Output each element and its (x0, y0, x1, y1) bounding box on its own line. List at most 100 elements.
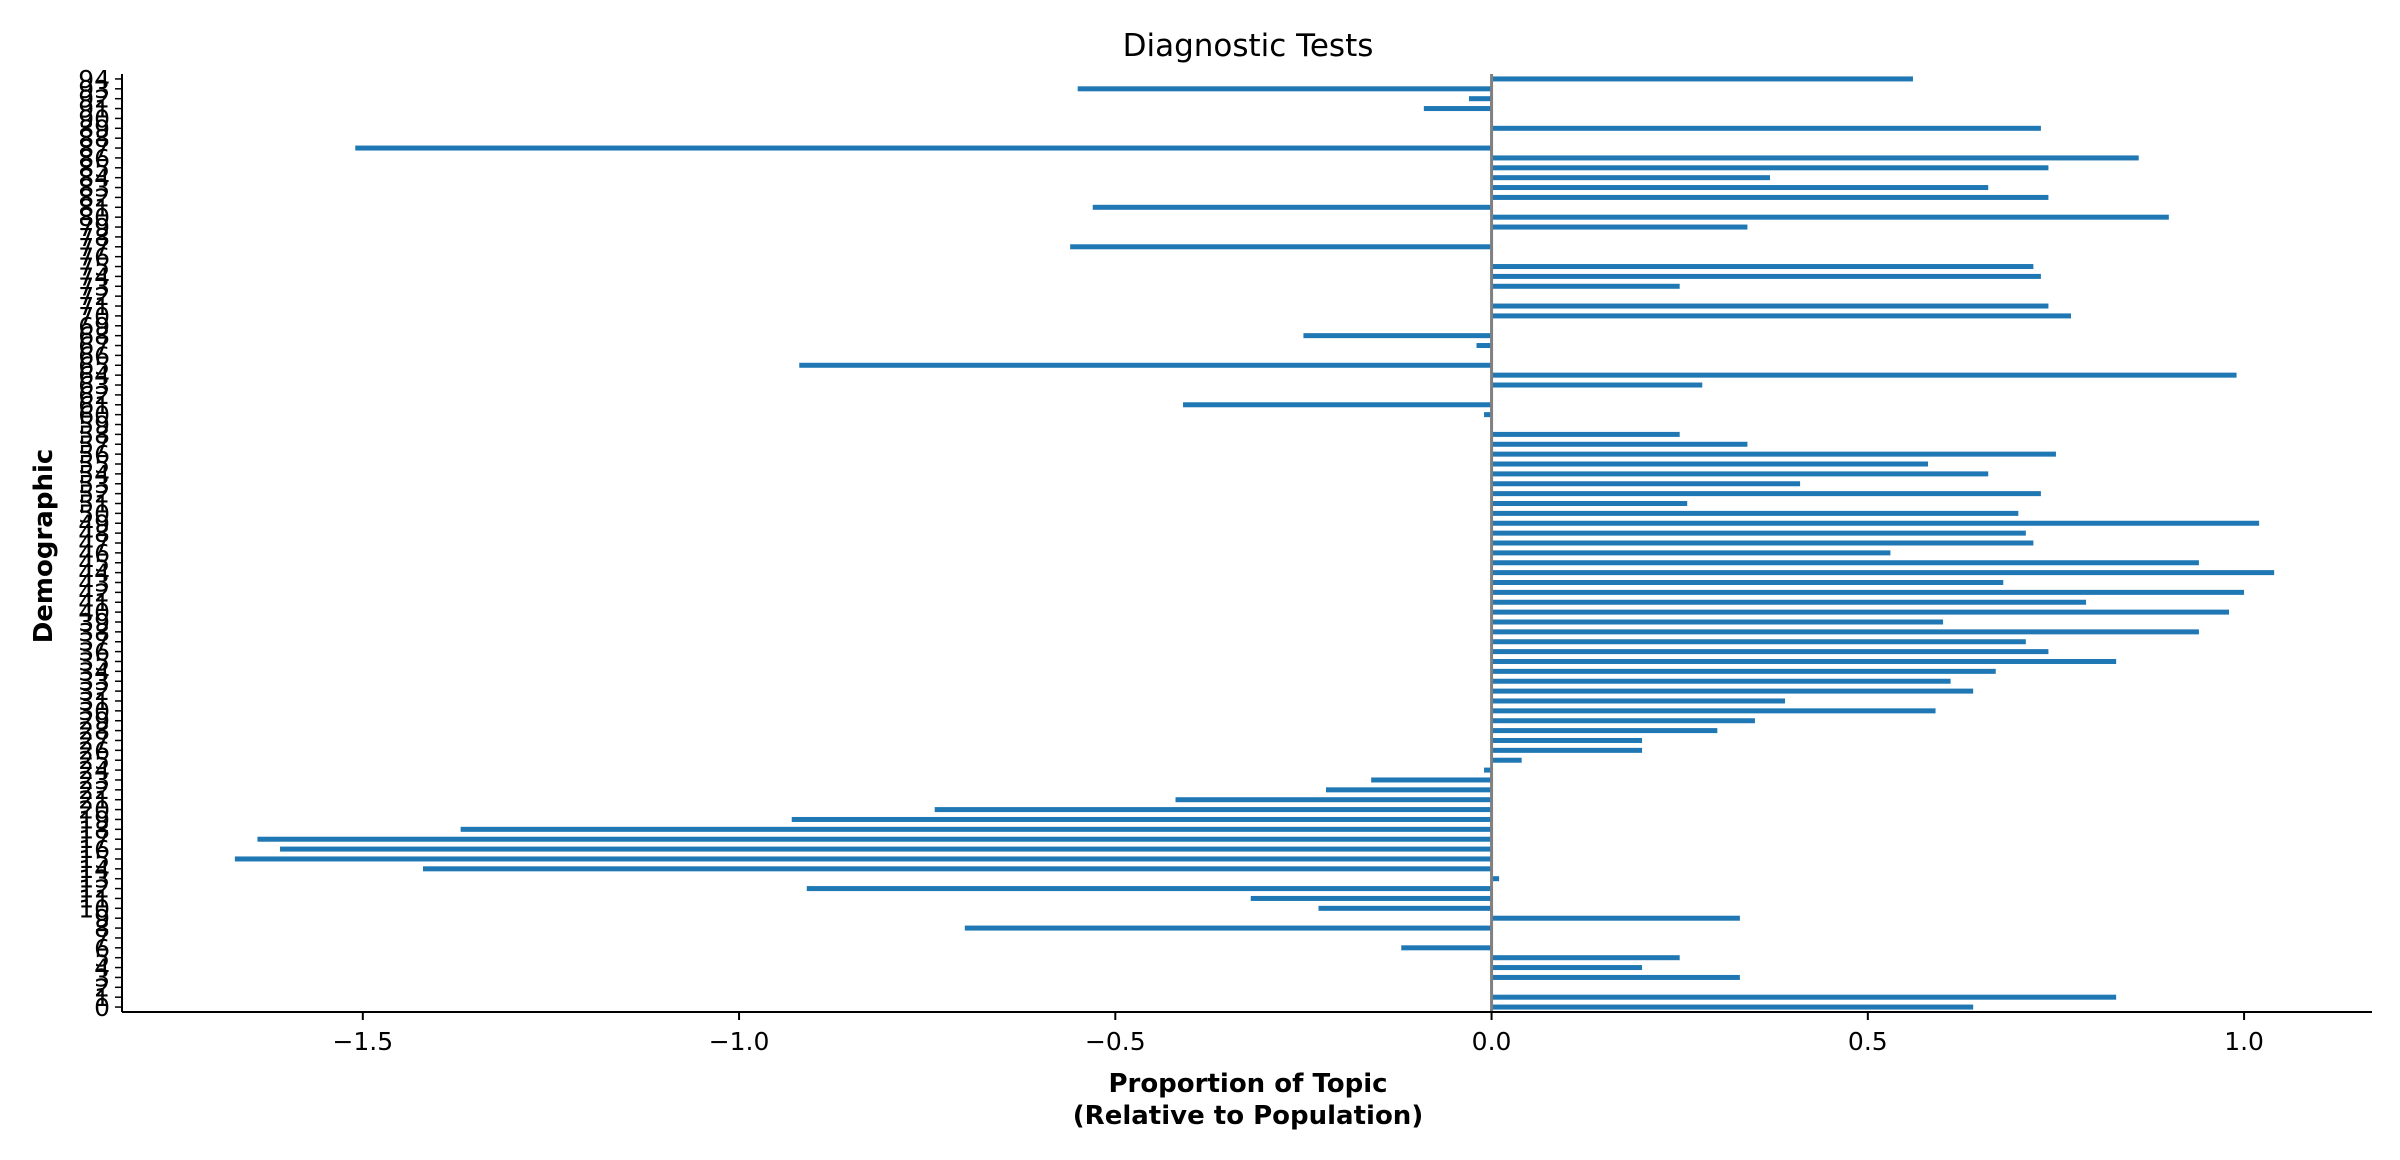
bar-39 (1491, 619, 1944, 625)
y-tick-label: 32 (78, 677, 110, 706)
y-tick-label: 60 (78, 401, 110, 430)
bar-79 (1491, 224, 1748, 230)
y-tick-label: 89 (78, 114, 110, 143)
bar-53 (1491, 481, 1801, 487)
y-tick-label: 10 (78, 894, 110, 923)
y-tick-label: 46 (78, 539, 110, 568)
y-tick-label: 28 (78, 717, 110, 746)
bar-0 (1491, 1004, 1974, 1010)
y-tick-label: 52 (78, 480, 110, 509)
y-tick-label: 91 (78, 95, 110, 124)
bar-12 (806, 886, 1492, 892)
y-tick-label: 38 (78, 618, 110, 647)
bar-92 (1468, 96, 1492, 102)
y-tick-label: 13 (78, 865, 110, 894)
y-tick-label: 94 (78, 65, 110, 94)
y-tick-label: 27 (78, 726, 110, 755)
bar-87 (355, 145, 1492, 151)
bar-58 (1491, 431, 1680, 437)
y-tick-label: 39 (78, 608, 110, 637)
y-tick-label: 66 (78, 341, 110, 370)
y-tick-label: 42 (78, 578, 110, 607)
bar-18 (460, 826, 1492, 832)
y-tick-label: 49 (78, 509, 110, 538)
y-tick-label: 3 (94, 963, 110, 992)
y-tick-label: 48 (78, 519, 110, 548)
bar-19 (791, 816, 1492, 822)
y-tick-label: 40 (78, 598, 110, 627)
y-tick-label: 57 (78, 430, 110, 459)
x-tick-label: 0.5 (1848, 1027, 1888, 1056)
y-tick-label: 64 (78, 361, 110, 390)
bar-65 (799, 362, 1492, 368)
y-tick-label: 71 (78, 292, 110, 321)
y-tick-label: 12 (78, 875, 110, 904)
bar-31 (1491, 698, 1786, 704)
y-tick-label: 9 (94, 904, 110, 933)
bar-36 (1491, 649, 2049, 655)
bar-1 (1491, 994, 2117, 1000)
bar-52 (1491, 491, 2041, 497)
bar-21 (1175, 797, 1492, 803)
y-tick-label: 50 (78, 499, 110, 528)
bar-70 (1491, 313, 2071, 319)
y-tick-label: 78 (78, 223, 110, 252)
bar-41 (1491, 599, 2087, 605)
y-tick-label: 68 (78, 322, 110, 351)
y-tick-label: 25 (78, 746, 110, 775)
y-tick-label: 56 (78, 440, 110, 469)
bar-25 (1491, 757, 1522, 763)
bar-29 (1491, 718, 1755, 724)
y-tick-label: 84 (78, 164, 110, 193)
bar-37 (1491, 639, 2026, 645)
y-tick-label: 63 (78, 371, 110, 400)
y-tick-label: 75 (78, 253, 110, 282)
y-tick-label: 59 (78, 411, 110, 440)
bars-group (234, 76, 2275, 1010)
y-tick-label: 69 (78, 312, 110, 341)
y-tick-label: 85 (78, 154, 110, 183)
bar-26 (1491, 747, 1643, 753)
y-tick-label: 88 (78, 124, 110, 153)
y-tick-label: 37 (78, 628, 110, 657)
bar-24 (1484, 767, 1492, 773)
bar-85 (1491, 165, 2049, 171)
y-tick-label: 73 (78, 272, 110, 301)
y-tick-label: 55 (78, 450, 110, 479)
y-tick-label: 92 (78, 85, 110, 114)
x-tick-label: −1.0 (709, 1027, 770, 1056)
bar-93 (1077, 86, 1492, 92)
bar-15 (234, 856, 1492, 862)
bar-33 (1491, 678, 1951, 684)
y-tick-label: 87 (78, 134, 110, 163)
y-tick-label: 31 (78, 687, 110, 716)
bar-94 (1491, 76, 1913, 82)
y-tick-label: 17 (78, 825, 110, 854)
bar-77 (1070, 244, 1492, 250)
y-tick-label: 29 (78, 707, 110, 736)
x-axis-label-line1: Proportion of Topic (1108, 1069, 1387, 1099)
bar-38 (1491, 629, 2199, 635)
chart-title: Diagnostic Tests (1123, 28, 1374, 64)
bar-81 (1092, 204, 1492, 210)
y-tick-label: 47 (78, 529, 110, 558)
bar-84 (1491, 175, 1770, 181)
y-tick-label: 86 (78, 144, 110, 173)
bar-49 (1491, 520, 2260, 526)
bar-23 (1371, 777, 1492, 783)
x-tick-label: −0.5 (1085, 1027, 1146, 1056)
y-tick-label: 15 (78, 845, 110, 874)
x-tick-label: −1.5 (332, 1027, 393, 1056)
bar-80 (1491, 214, 2169, 220)
bar-17 (257, 836, 1492, 842)
y-tick-label: 65 (78, 351, 110, 380)
bar-71 (1491, 303, 2049, 309)
bar-74 (1491, 273, 2041, 279)
y-tick-label: 74 (78, 262, 110, 291)
y-tick-label: 70 (78, 302, 110, 331)
y-tick-label: 16 (78, 835, 110, 864)
bar-48 (1491, 530, 2026, 536)
y-tick-label: 61 (78, 391, 110, 420)
y-tick-label: 41 (78, 588, 110, 617)
